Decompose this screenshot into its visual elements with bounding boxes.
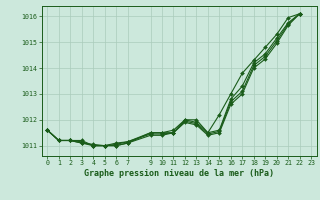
X-axis label: Graphe pression niveau de la mer (hPa): Graphe pression niveau de la mer (hPa)	[84, 169, 274, 178]
